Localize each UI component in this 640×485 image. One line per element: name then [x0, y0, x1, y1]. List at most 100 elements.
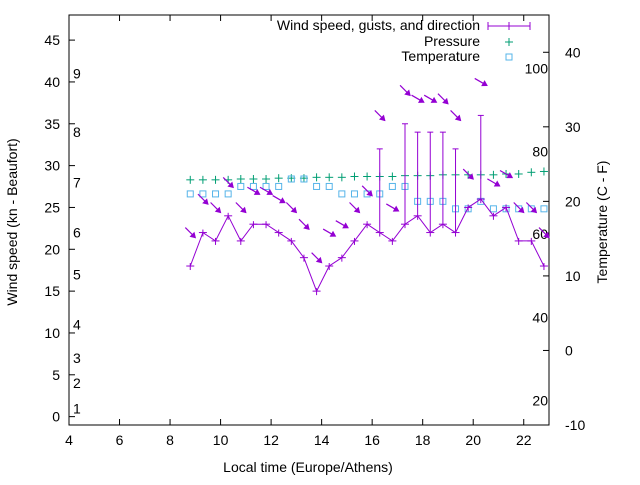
arrow-head	[227, 181, 234, 189]
y-tick-label: 45	[44, 32, 60, 48]
fahrenheit-scale-labels: 20 40 60 80 100	[525, 61, 549, 409]
arrow-head	[315, 256, 323, 264]
pressure-point	[527, 168, 536, 177]
arrow-head	[481, 80, 488, 87]
beaufort-scale-labels: 1 2 3 4 5 6 7 8 9	[73, 66, 81, 417]
pressure-point	[514, 169, 523, 178]
wind-series	[186, 114, 548, 296]
wind-direction-arrow	[272, 195, 286, 204]
pressure-point	[211, 175, 220, 184]
wind-direction-arrow	[462, 168, 474, 180]
x-tick-label: 10	[213, 432, 229, 448]
arrow-head	[279, 197, 286, 204]
y-tick-label: 20	[44, 241, 60, 257]
temperature-point	[540, 205, 548, 213]
y2-tick-label: 40	[565, 44, 581, 60]
legend-label-pressure: Pressure	[424, 33, 480, 49]
arrow-head	[543, 231, 550, 239]
x-tick-label: 20	[465, 432, 481, 448]
wind-direction-arrow	[222, 176, 234, 189]
legend: Wind speed, gusts, and direction Pressur…	[277, 17, 531, 64]
beaufort-label: 4	[73, 317, 81, 333]
pressure-point	[274, 174, 283, 183]
beaufort-label: 2	[73, 375, 81, 391]
temperature-point	[489, 205, 497, 213]
wind-direction-arrow	[335, 220, 349, 229]
y-tick-label: 15	[44, 283, 60, 299]
wind-direction-arrow	[197, 193, 209, 205]
temperature-point	[388, 182, 396, 190]
y2-tick-label: 30	[565, 119, 581, 135]
wind-direction-arrow	[450, 110, 462, 122]
wind-direction-arrow	[311, 252, 323, 264]
arrow-head	[290, 206, 298, 214]
wind-direction-arrows	[184, 77, 550, 264]
x-tick-label: 6	[116, 432, 124, 448]
x-tick-label: 12	[263, 432, 279, 448]
wind-direction-arrow	[538, 227, 550, 239]
wind-direction-arrow	[235, 202, 247, 214]
wind-speed-line	[189, 198, 545, 293]
wind-direction-arrow	[322, 228, 337, 237]
fahrenheit-label: 80	[532, 143, 548, 159]
wind-direction-arrow	[386, 203, 400, 212]
wind-direction-arrow	[285, 202, 298, 214]
y-tick-label: 0	[52, 409, 60, 425]
fahrenheit-label: 40	[532, 310, 548, 326]
y2-tick-label: 20	[565, 193, 581, 209]
temperature-point	[275, 182, 283, 190]
arrow-head	[303, 223, 310, 230]
beaufort-label: 9	[73, 66, 81, 82]
wind-direction-arrow	[487, 178, 501, 187]
wind-direction-arrow	[298, 218, 310, 230]
temperature-point	[249, 182, 257, 190]
arrow-head	[202, 198, 209, 205]
pressure-point	[350, 172, 359, 181]
y-tick-label: 40	[44, 74, 60, 90]
temperature-point	[300, 175, 308, 183]
temperature-point	[212, 190, 220, 198]
x-tick-label: 16	[364, 432, 380, 448]
arrow-head	[378, 114, 386, 122]
wind-direction-arrow	[210, 202, 222, 214]
beaufort-label: 5	[73, 266, 81, 282]
y-tick-label: 10	[44, 325, 60, 341]
arrow-head	[329, 230, 337, 237]
arrow-head	[467, 173, 474, 180]
pressure-point	[236, 175, 245, 183]
arrow-head	[442, 97, 449, 105]
temperature-point	[224, 190, 232, 198]
arrow-head	[454, 114, 462, 122]
arrow-head	[189, 231, 197, 239]
fahrenheit-label: 100	[525, 61, 549, 77]
pressure-point	[262, 175, 271, 183]
beaufort-label: 6	[73, 225, 81, 241]
arrow-head	[266, 188, 274, 195]
y-axis-label: Wind speed (kn - Beaufort)	[4, 138, 20, 305]
temperature-point	[287, 175, 295, 183]
y2-tick-label: 0	[565, 342, 573, 358]
beaufort-label: 1	[73, 400, 81, 416]
wind-direction-arrow	[423, 94, 438, 103]
axes: 4 6 8 10 12 14 16 18 20 22051015202530354045-1001…	[44, 14, 585, 448]
x-tick-label: 8	[166, 432, 174, 448]
arrow-head	[366, 189, 373, 197]
arrow-head	[342, 222, 349, 229]
arrow-head	[392, 205, 400, 212]
temperature-point	[313, 182, 321, 190]
y-tick-label: 30	[44, 158, 60, 174]
arrow-head	[417, 96, 425, 103]
legend-swatch-pressure	[505, 38, 513, 46]
fahrenheit-label: 20	[532, 392, 548, 408]
y-tick-label: 25	[44, 199, 60, 215]
legend-label-wind: Wind speed, gusts, and direction	[277, 17, 480, 33]
arrow-head	[517, 206, 525, 214]
wind-direction-arrow	[361, 185, 373, 197]
y-tick-label: 5	[52, 367, 60, 383]
wind-direction-arrow	[437, 93, 449, 105]
pressure-point	[186, 175, 195, 184]
arrow-head	[430, 96, 438, 103]
legend-swatch-temperature	[505, 53, 513, 61]
wind-direction-arrow	[247, 186, 261, 195]
